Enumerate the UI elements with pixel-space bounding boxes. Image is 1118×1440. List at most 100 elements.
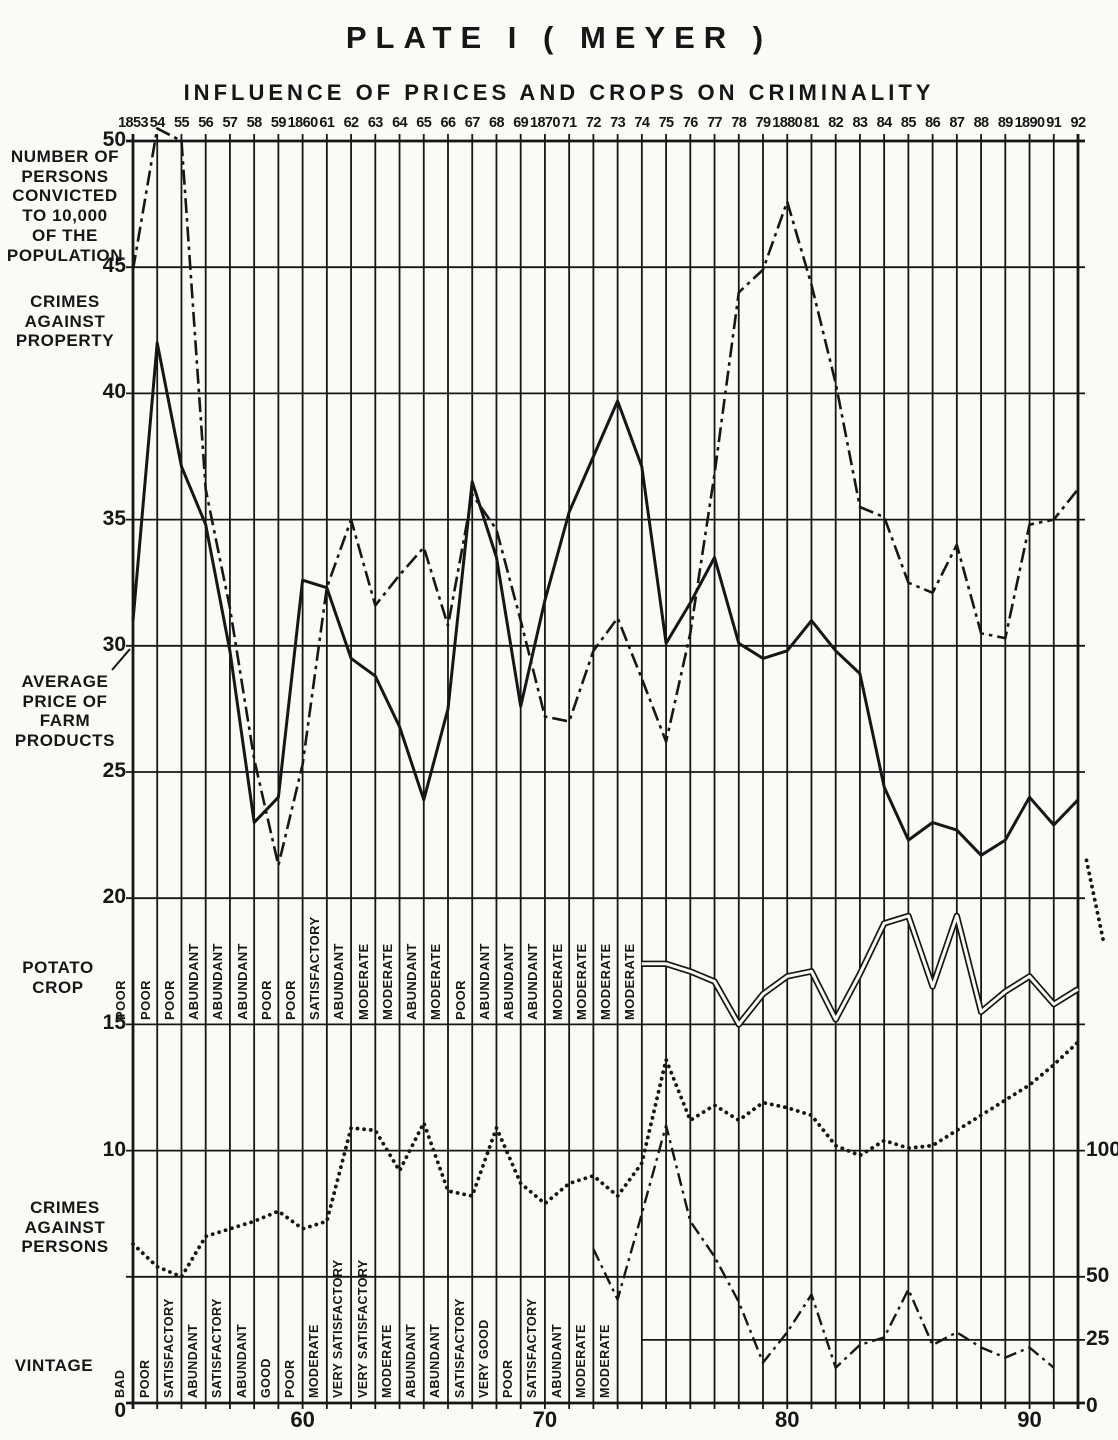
potato-label-1873: MODERATE xyxy=(622,943,638,1021)
left-tick-45: 45 xyxy=(102,254,126,278)
year-label-1867: 67 xyxy=(464,115,481,131)
potato-label-1867: ABUNDANT xyxy=(476,943,492,1021)
left-tick-10: 10 xyxy=(102,1137,126,1161)
right-tick-0: 0 xyxy=(1086,1394,1098,1417)
vintage-label-1865: ABUNDANT xyxy=(428,1323,443,1398)
potato-label-1863: MODERATE xyxy=(379,943,395,1021)
potato-label-1860: SATISFACTORY xyxy=(307,916,323,1021)
label-crimes-against-persons: CRIMES AGAINST PERSONS xyxy=(21,1198,109,1257)
year-label-1866: 66 xyxy=(440,115,457,131)
vintage-label-1858: GOOD xyxy=(258,1358,273,1398)
right-tick-25: 25 xyxy=(1086,1326,1110,1350)
vintage-label-1862: VERY SATISFACTORY xyxy=(355,1259,370,1398)
bottom-label-1870: 70 xyxy=(532,1407,558,1432)
year-label-1861: 61 xyxy=(319,115,335,131)
potato-label-1871: MODERATE xyxy=(573,943,589,1021)
chart-series xyxy=(131,127,1106,1369)
year-label-1878: 78 xyxy=(731,115,747,131)
year-label-1891: 91 xyxy=(1046,115,1062,131)
year-label-1863: 63 xyxy=(367,115,384,131)
left-tick-0: 0 xyxy=(114,1399,126,1422)
potato-label-1866: POOR xyxy=(452,980,468,1021)
year-label-1879: 79 xyxy=(755,115,772,131)
vintage-label-1860: MODERATE xyxy=(307,1324,322,1398)
year-label-1864: 64 xyxy=(392,115,408,131)
vintage-label-1867: VERY GOOD xyxy=(476,1319,491,1398)
label-potato-crop: POTATO CROP xyxy=(22,958,94,997)
series-potato-crop-line-inner xyxy=(641,914,1079,1026)
series-vintage-line xyxy=(592,1124,1055,1369)
vintage-label-1864: ABUNDANT xyxy=(404,1323,419,1398)
right-tick-50: 50 xyxy=(1086,1263,1110,1287)
vintage-label-1859: POOR xyxy=(283,1359,297,1398)
left-tick-50: 50 xyxy=(102,128,126,151)
label-average-price-farm-products: AVERAGE PRICE OF FARM PRODUCTS xyxy=(14,672,116,751)
left-tick-25: 25 xyxy=(102,759,126,782)
year-label-1886: 86 xyxy=(925,115,941,131)
potato-label-1865: MODERATE xyxy=(428,943,444,1021)
year-label-1876: 76 xyxy=(682,115,699,131)
potato-label-1857: ABUNDANT xyxy=(234,943,250,1021)
year-label-1890: 1890 xyxy=(1014,115,1045,131)
potato-label-1862: MODERATE xyxy=(355,943,371,1021)
potato-label-1856: ABUNDANT xyxy=(210,943,226,1021)
left-tick-35: 35 xyxy=(102,506,126,530)
year-label-1856: 56 xyxy=(198,115,214,131)
potato-label-1870: MODERATE xyxy=(549,943,565,1021)
left-tick-40: 40 xyxy=(102,380,126,404)
year-label-1870: 1870 xyxy=(529,115,560,131)
vintage-label-1853: POOR xyxy=(137,1359,152,1398)
year-label-1874: 74 xyxy=(634,115,650,131)
potato-label-1861: ABUNDANT xyxy=(331,943,347,1021)
label-crimes-against-property: CRIMES AGAINST PROPERTY xyxy=(15,292,115,351)
series-average-price-of-farm-products xyxy=(131,127,1080,867)
vintage-margin-label: BAD xyxy=(113,1369,127,1398)
year-label-1875: 75 xyxy=(658,115,675,131)
year-label-1880: 1880 xyxy=(772,115,803,131)
potato-margin-label: POOR xyxy=(113,980,128,1021)
vintage-label-1866: SATISFACTORY xyxy=(452,1298,467,1398)
label-number-convicted: NUMBER OF PERSONS CONVICTED TO 10,000 OF… xyxy=(6,147,124,265)
vintage-label-1854: SATISFACTORY xyxy=(161,1298,176,1398)
right-tick-100: 100 xyxy=(1086,1137,1118,1161)
year-label-1855: 55 xyxy=(173,115,190,131)
year-label-1883: 83 xyxy=(852,115,868,131)
potato-label-1869: ABUNDANT xyxy=(525,943,541,1021)
potato-label-1855: ABUNDANT xyxy=(186,943,202,1021)
left-tick-30: 30 xyxy=(102,632,126,656)
plate-subtitle: INFLUENCE OF PRICES AND CROPS ON CRIMINA… xyxy=(183,80,935,105)
year-label-1892: 92 xyxy=(1070,115,1087,131)
potato-label-1872: MODERATE xyxy=(598,943,613,1021)
potato-label-1864: ABUNDANT xyxy=(404,943,420,1021)
series-crimes-against-persons xyxy=(131,1040,1080,1279)
year-label-1871: 71 xyxy=(561,115,578,131)
year-label-1869: 69 xyxy=(513,115,529,131)
vintage-label-1870: ABUNDANT xyxy=(549,1323,564,1398)
bottom-label-1880: 80 xyxy=(774,1407,800,1432)
bottom-label-1860: 60 xyxy=(290,1407,315,1432)
left-tick-15: 15 xyxy=(102,1011,126,1035)
potato-label-1853: POOR xyxy=(137,980,153,1021)
potato-label-1868: ABUNDANT xyxy=(501,943,517,1021)
farm-price-pointer-line xyxy=(111,648,131,671)
year-label-1854: 54 xyxy=(149,115,166,131)
chart-gridlines xyxy=(111,134,1085,1409)
vintage-label-1861: VERY SATISFACTORY xyxy=(331,1259,346,1398)
year-label-1872: 72 xyxy=(585,115,602,131)
potato-label-1854: POOR xyxy=(161,980,177,1021)
year-label-1884: 84 xyxy=(876,115,893,131)
stray-dotted-mark xyxy=(1084,858,1106,943)
vintage-label-1855: ABUNDANT xyxy=(186,1323,201,1398)
year-label-1885: 85 xyxy=(900,115,917,131)
bottom-label-1890: 90 xyxy=(1017,1407,1042,1432)
year-label-1858: 58 xyxy=(246,115,263,131)
year-label-1877: 77 xyxy=(707,115,723,131)
vintage-label-1868: POOR xyxy=(501,1359,516,1398)
year-label-1887: 87 xyxy=(949,115,965,131)
vintage-label-1863: MODERATE xyxy=(379,1324,394,1398)
vintage-label-1871: MODERATE xyxy=(573,1324,588,1398)
label-vintage: VINTAGE xyxy=(14,1356,94,1375)
potato-label-1858: POOR xyxy=(258,980,274,1021)
year-label-1853: 1853 xyxy=(118,115,148,131)
